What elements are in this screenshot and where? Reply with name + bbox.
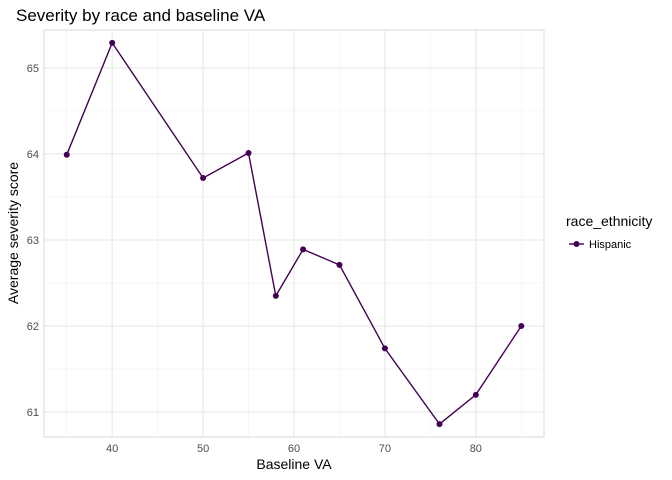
- major-gridlines: [44, 30, 544, 437]
- y-axis-ticks: 61 62 63 64 65: [27, 63, 39, 419]
- legend-key-point: [573, 241, 580, 247]
- legend-title: race_ethnicity: [566, 213, 652, 229]
- y-axis-title: Average severity score: [5, 162, 21, 304]
- series-layer: [63, 39, 525, 428]
- data-point: [245, 150, 252, 157]
- data-point: [518, 323, 525, 329]
- x-axis-ticks: 40 50 60 70 80: [106, 443, 482, 455]
- data-point: [381, 345, 388, 352]
- data-point: [436, 421, 443, 428]
- data-point: [300, 246, 307, 253]
- y-tick-label: 63: [27, 235, 39, 247]
- data-point: [109, 39, 116, 46]
- x-axis-title: Baseline VA: [256, 456, 332, 472]
- y-tick-label: 65: [27, 63, 39, 75]
- x-tick-label: 80: [470, 443, 482, 455]
- x-tick-label: 70: [379, 443, 391, 455]
- data-point: [63, 151, 70, 158]
- legend: race_ethnicity Hispanic: [566, 213, 652, 251]
- data-point: [200, 175, 207, 181]
- x-tick-label: 60: [288, 443, 300, 455]
- x-tick-label: 40: [106, 443, 118, 455]
- y-tick-label: 61: [27, 407, 39, 419]
- y-tick-label: 62: [27, 321, 39, 333]
- x-tick-label: 50: [197, 443, 209, 455]
- data-point: [336, 261, 343, 268]
- chart-title: Severity by race and baseline VA: [16, 6, 266, 25]
- data-point: [272, 292, 279, 299]
- y-tick-label: 64: [27, 149, 39, 161]
- data-point: [472, 391, 479, 398]
- legend-label-hispanic: Hispanic: [589, 239, 632, 251]
